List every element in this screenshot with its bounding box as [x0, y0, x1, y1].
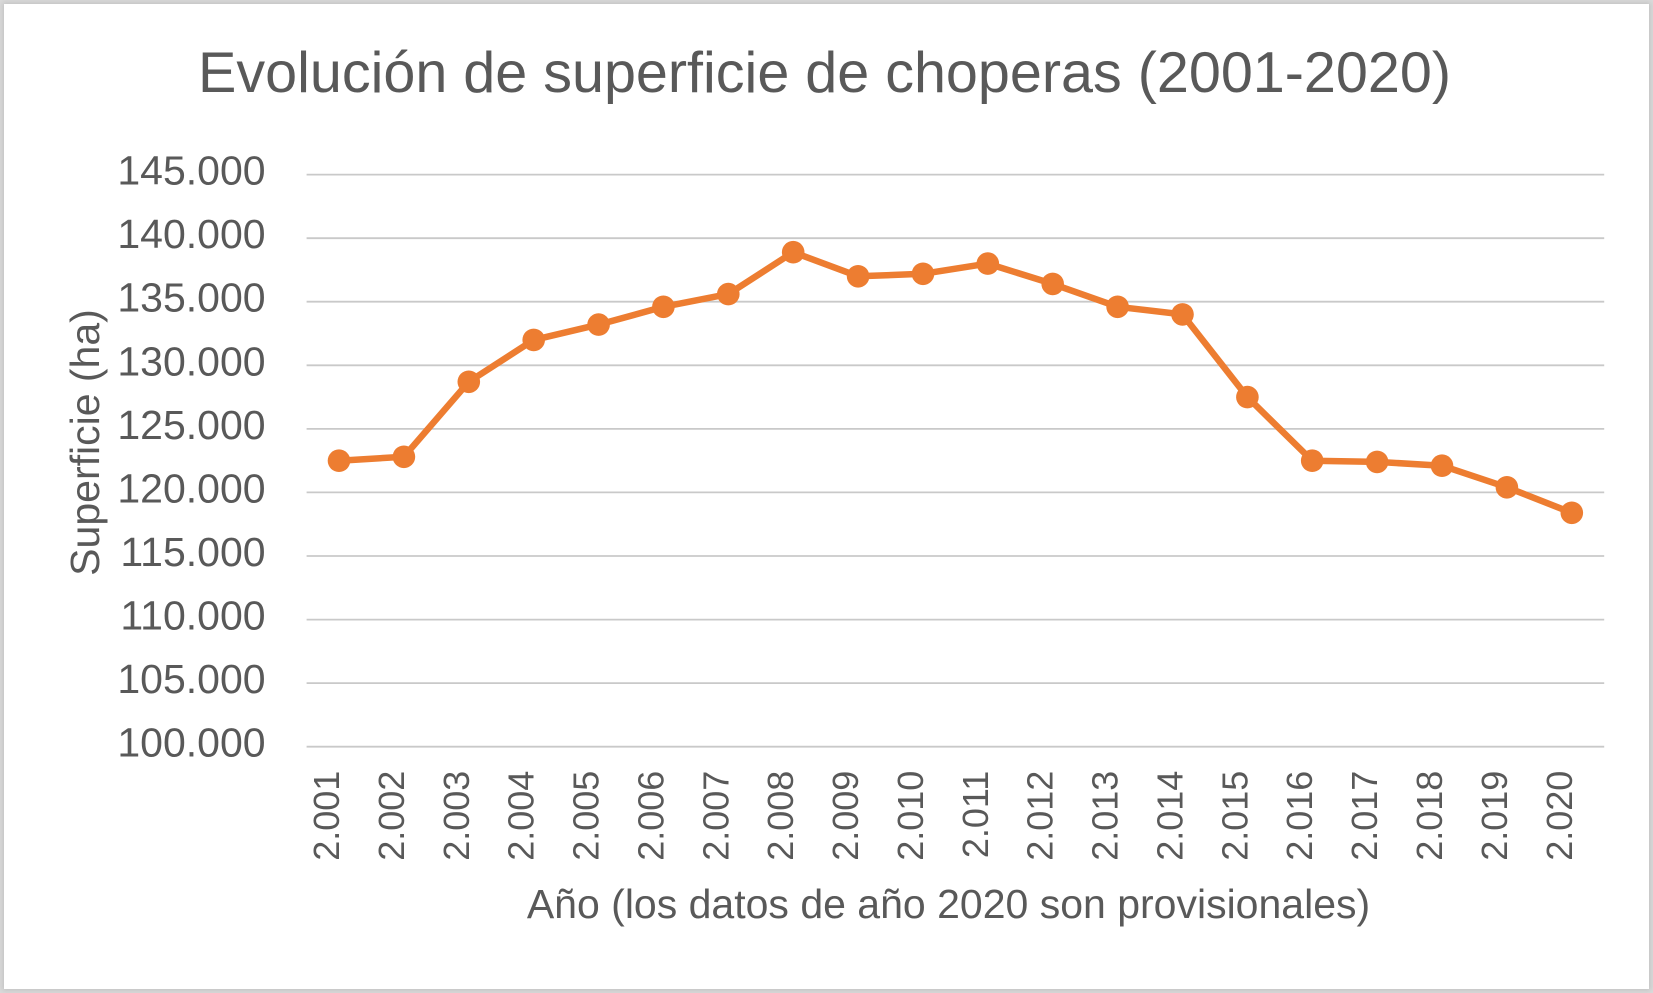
svg-text:2.015: 2.015: [1214, 771, 1255, 861]
svg-text:2.017: 2.017: [1344, 771, 1385, 861]
svg-text:100.000: 100.000: [117, 720, 265, 766]
svg-text:2.013: 2.013: [1085, 771, 1126, 861]
svg-text:110.000: 110.000: [120, 593, 265, 639]
svg-text:2.007: 2.007: [695, 771, 736, 861]
svg-text:2.005: 2.005: [566, 771, 607, 861]
svg-text:2.011: 2.011: [955, 771, 996, 858]
svg-text:2.012: 2.012: [1020, 771, 1061, 861]
svg-text:120.000: 120.000: [117, 465, 265, 511]
svg-text:135.000: 135.000: [117, 275, 265, 321]
svg-text:2.002: 2.002: [371, 771, 412, 861]
svg-text:2.009: 2.009: [825, 771, 866, 861]
svg-text:2.018: 2.018: [1409, 771, 1450, 861]
svg-text:145.000: 145.000: [117, 148, 265, 194]
svg-text:2.001: 2.001: [306, 771, 347, 861]
svg-text:125.000: 125.000: [117, 402, 265, 448]
svg-text:2.006: 2.006: [630, 771, 671, 861]
svg-text:130.000: 130.000: [117, 338, 265, 384]
svg-text:105.000: 105.000: [117, 656, 265, 702]
svg-text:2.004: 2.004: [501, 771, 542, 861]
svg-text:115.000: 115.000: [120, 529, 265, 575]
svg-text:2.019: 2.019: [1474, 771, 1515, 861]
svg-text:2.014: 2.014: [1150, 771, 1191, 861]
svg-text:2.010: 2.010: [890, 771, 931, 861]
svg-text:2.016: 2.016: [1279, 771, 1320, 861]
svg-text:2.003: 2.003: [436, 771, 477, 861]
svg-text:2.020: 2.020: [1539, 771, 1580, 861]
svg-text:140.000: 140.000: [117, 211, 265, 257]
svg-text:2.008: 2.008: [760, 771, 801, 861]
